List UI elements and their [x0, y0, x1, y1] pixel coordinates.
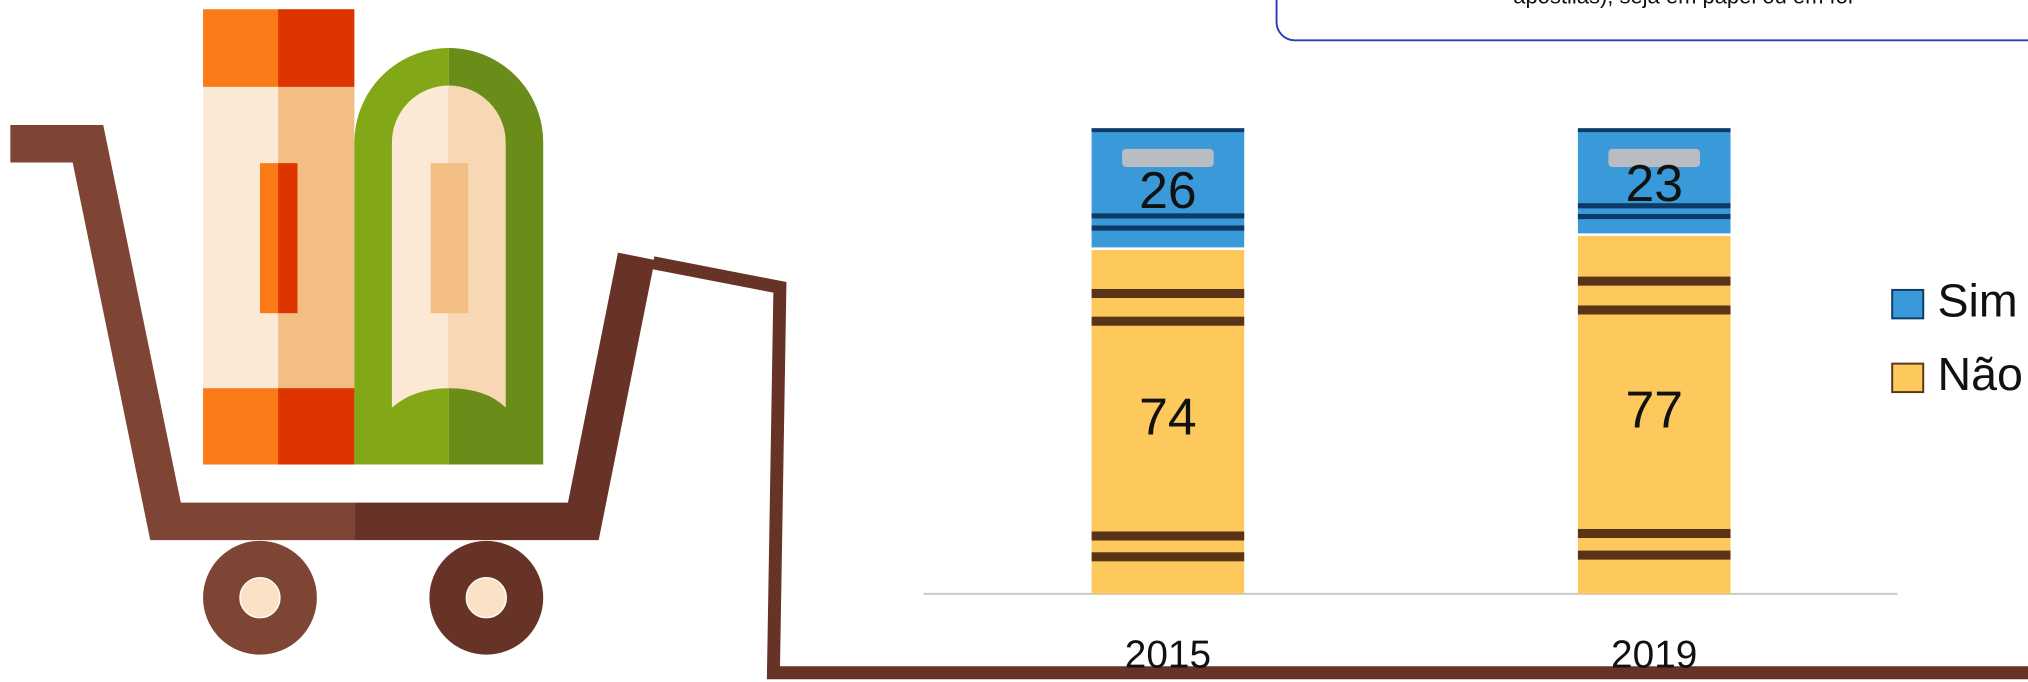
- bar-stripe: [1577, 528, 1731, 539]
- bar-stripe: [1091, 288, 1245, 299]
- x-tick-label: 2019: [1611, 633, 1697, 676]
- bar-stripe: [1577, 276, 1731, 286]
- bar-stripe: [1122, 148, 1214, 168]
- bar-stripe: [1577, 213, 1731, 220]
- legend-label: Sim: [1937, 274, 2017, 326]
- legend-swatch: [1891, 362, 1925, 394]
- bar-stripe: [1091, 225, 1245, 231]
- legend-label: Não: [1937, 348, 2022, 400]
- bar-stripe: [1091, 213, 1245, 219]
- value-label: 26: [1139, 161, 1197, 219]
- bar-stripe: [1091, 316, 1245, 326]
- bar-stripe: [1577, 305, 1731, 315]
- note-box: [1275, 0, 2028, 42]
- bar-stripe: [1091, 128, 1245, 133]
- bar-stripe: [1577, 128, 1731, 133]
- x-tick-label: 2015: [1125, 633, 1211, 676]
- value-label: 23: [1625, 154, 1683, 212]
- books-icon: [203, 9, 544, 465]
- bar-stripe: [1577, 203, 1731, 209]
- cart-icon: [10, 125, 2028, 680]
- value-label: 74: [1139, 387, 1197, 445]
- bar-stripe: [1091, 531, 1245, 541]
- bar-stripe: [1091, 552, 1245, 562]
- bar-stripe: [1577, 550, 1731, 560]
- value-label: 77: [1625, 380, 1683, 438]
- note-text: apostilas), seja em papel ou em for: [1513, 0, 1855, 8]
- bar-stripe: [1608, 148, 1701, 168]
- legend-swatch: [1891, 288, 1925, 320]
